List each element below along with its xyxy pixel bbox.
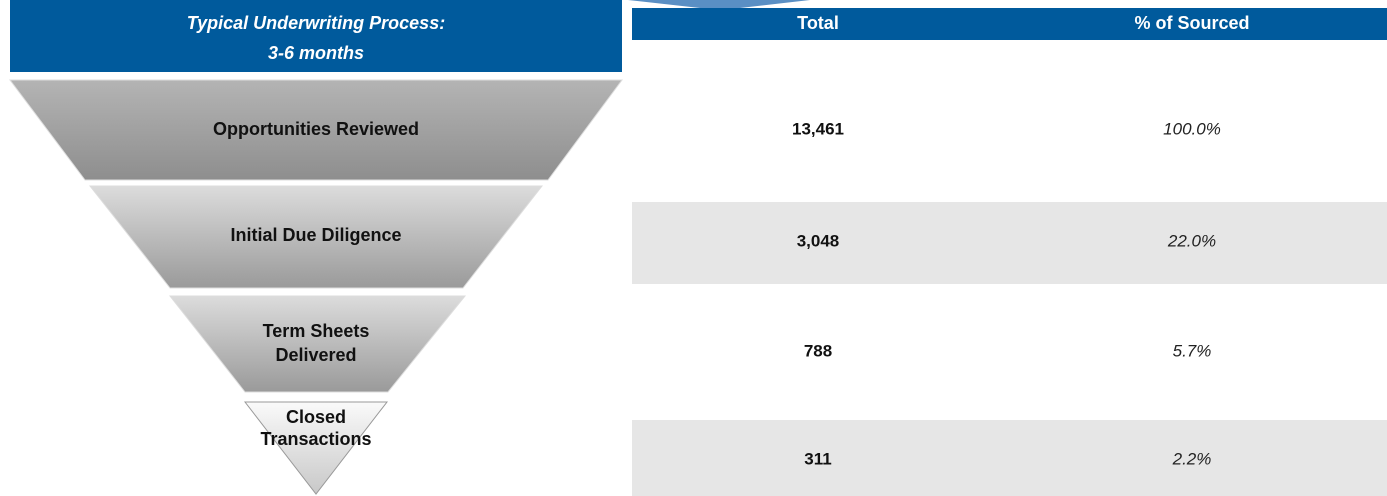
header-title: Typical Underwriting Process: (187, 13, 445, 33)
stage-label: Transactions (260, 429, 371, 449)
stage-label: Term Sheets (263, 321, 370, 341)
column-header: Total (797, 13, 839, 33)
percent-value: 2.2% (1172, 449, 1212, 468)
row-band (632, 202, 1387, 284)
column-header: % of Sourced (1134, 13, 1249, 33)
stage-label: Delivered (275, 345, 356, 365)
arrow-decoration (628, 0, 810, 8)
percent-value: 100.0% (1163, 119, 1221, 138)
total-value: 311 (804, 449, 831, 468)
stage-label: Initial Due Diligence (230, 225, 401, 245)
funnel-stage (243, 401, 389, 495)
table-header (632, 8, 1387, 40)
row-band (632, 420, 1387, 496)
stage-label: Opportunities Reviewed (213, 119, 419, 139)
percent-value: 5.7% (1173, 341, 1212, 360)
total-value: 3,048 (797, 231, 840, 250)
total-value: 788 (804, 341, 832, 360)
total-value: 13,461 (792, 119, 844, 138)
header-title: 3-6 months (268, 43, 364, 63)
stage-label: Closed (286, 407, 346, 427)
funnel-stage (168, 295, 467, 393)
percent-value: 22.0% (1167, 231, 1216, 250)
funnel-stage (88, 185, 544, 289)
funnel-stage (9, 79, 623, 181)
left-header (10, 0, 622, 72)
